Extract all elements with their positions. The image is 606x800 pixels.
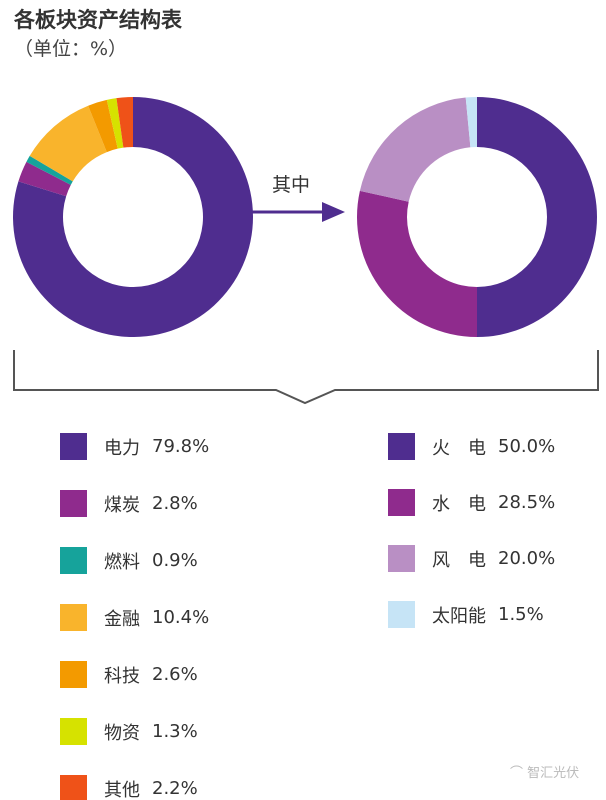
legend-swatch [60, 490, 87, 517]
legend-label: 科技 [104, 665, 140, 687]
legend-label: 金融 [104, 608, 140, 630]
chart-title: 各板块资产结构表 [14, 8, 182, 32]
legend-swatch [388, 489, 415, 516]
legend-swatch [60, 775, 87, 800]
arrow-label: 其中 [272, 174, 311, 196]
legend-value: 1.5% [498, 604, 544, 625]
legend-value: 10.4% [152, 607, 210, 628]
legend-swatch [60, 661, 87, 688]
legend-value: 2.6% [152, 664, 198, 685]
legend-item: 电力 79.8% [60, 433, 209, 460]
bracket [13, 350, 599, 405]
watermark-logo: ⌒ 智汇光伏 [510, 766, 580, 781]
legend-value: 2.2% [152, 778, 198, 799]
watermark-text: 智汇光伏 [527, 766, 580, 781]
legend-item: 物资 1.3% [60, 718, 198, 745]
legend-swatch [388, 545, 415, 572]
legend-value: 1.3% [152, 721, 198, 742]
donut-slice [465, 97, 477, 148]
legend-item: 其他 2.2% [60, 775, 198, 800]
legend-item: 太阳能 1.5% [388, 601, 544, 628]
donut-slice [477, 97, 597, 337]
legend-label: 水 电 [432, 493, 486, 515]
legend-value: 79.8% [152, 436, 210, 457]
legend-item: 风 电 20.0% [388, 545, 555, 572]
legend-item: 煤炭 2.8% [60, 490, 198, 517]
legend-swatch [60, 604, 87, 631]
legend-label: 电力 [104, 437, 140, 459]
legend-label: 其他 [104, 779, 140, 800]
legend-item: 燃料 0.9% [60, 547, 198, 574]
legend-swatch [60, 433, 87, 460]
legend-label: 物资 [104, 722, 140, 744]
legend-label: 燃料 [104, 551, 140, 573]
legend-value: 28.5% [498, 492, 556, 513]
legend-item: 水 电 28.5% [388, 489, 555, 516]
donut-slice [116, 97, 133, 148]
legend-value: 0.9% [152, 550, 198, 571]
legend-item: 火 电 50.0% [388, 433, 555, 460]
donut-slice [106, 98, 124, 149]
donut-slice [13, 97, 253, 337]
donut-slice [26, 155, 73, 185]
donut-slice [359, 97, 471, 202]
legend-label: 太阳能 [432, 605, 486, 627]
legend-label: 风 电 [432, 549, 486, 571]
legend-swatch [388, 601, 415, 628]
legend-value: 50.0% [498, 436, 556, 457]
legend-label: 火 电 [432, 437, 486, 459]
legend-item: 金融 10.4% [60, 604, 209, 631]
legend-swatch [60, 718, 87, 745]
chart-subtitle: （单位：%） [14, 38, 128, 60]
donut-total [13, 97, 253, 337]
donut-slice [356, 190, 477, 337]
legend-label: 煤炭 [104, 494, 140, 516]
donut-slice [88, 99, 118, 153]
legend-item: 科技 2.6% [60, 661, 198, 688]
donut-electric [356, 97, 597, 337]
donut-slice [29, 105, 107, 182]
arrow-head [322, 202, 345, 222]
legend-value: 20.0% [498, 548, 556, 569]
legend-value: 2.8% [152, 493, 198, 514]
donut-slice [18, 161, 71, 197]
legend-swatch [388, 433, 415, 460]
legend-swatch [60, 547, 87, 574]
